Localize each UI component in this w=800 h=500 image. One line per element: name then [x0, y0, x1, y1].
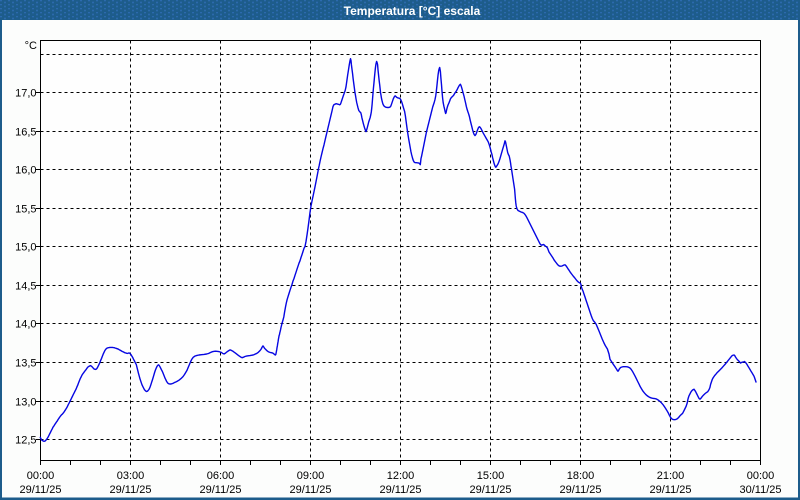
svg-text:15,5: 15,5: [15, 204, 36, 216]
svg-text:29/11/25: 29/11/25: [469, 484, 511, 496]
svg-text:00:00: 00:00: [747, 470, 775, 482]
svg-text:29/11/25: 29/11/25: [559, 484, 601, 496]
svg-text:06:00: 06:00: [207, 470, 235, 482]
svg-text:12,5: 12,5: [15, 435, 36, 447]
svg-text:03:00: 03:00: [117, 470, 145, 482]
svg-text:15:00: 15:00: [477, 470, 505, 482]
svg-text:09:00: 09:00: [297, 470, 325, 482]
svg-text:13,5: 13,5: [15, 358, 36, 370]
svg-text:29/11/25: 29/11/25: [289, 484, 331, 496]
svg-text:21:00: 21:00: [657, 470, 685, 482]
svg-text:14,5: 14,5: [15, 281, 36, 293]
svg-text:29/11/25: 29/11/25: [19, 484, 61, 496]
svg-text:12:00: 12:00: [387, 470, 415, 482]
svg-text:29/11/25: 29/11/25: [199, 484, 241, 496]
svg-text:18:00: 18:00: [567, 470, 595, 482]
svg-text:16,0: 16,0: [15, 165, 36, 177]
svg-text:30/11/25: 30/11/25: [739, 484, 781, 496]
svg-text:16,5: 16,5: [15, 127, 36, 139]
svg-text:29/11/25: 29/11/25: [379, 484, 421, 496]
svg-text:29/11/25: 29/11/25: [649, 484, 691, 496]
svg-text:14,0: 14,0: [15, 319, 36, 331]
svg-text:°C: °C: [25, 40, 37, 52]
svg-text:17,0: 17,0: [15, 88, 36, 100]
svg-text:13,0: 13,0: [15, 397, 36, 409]
svg-text:29/11/25: 29/11/25: [109, 484, 151, 496]
svg-text:00:00: 00:00: [27, 470, 55, 482]
svg-text:Temperatura [°C] escala: Temperatura [°C] escala: [344, 4, 481, 18]
svg-text:15,0: 15,0: [15, 242, 36, 254]
